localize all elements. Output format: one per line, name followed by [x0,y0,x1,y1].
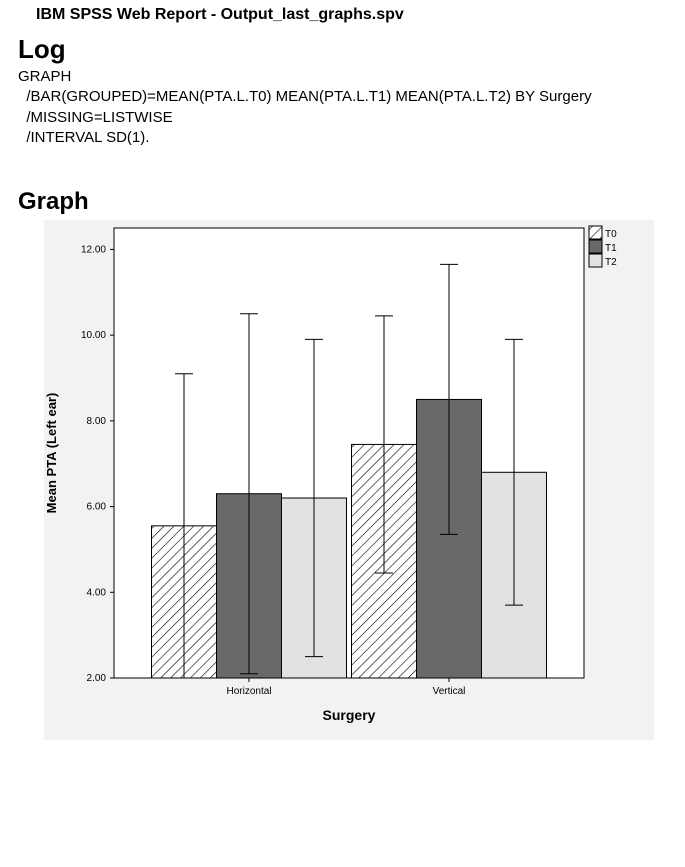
svg-text:2.00: 2.00 [87,673,107,684]
svg-text:T0: T0 [605,229,617,240]
svg-text:4.00: 4.00 [87,587,107,598]
svg-text:T2: T2 [605,257,617,268]
svg-text:Vertical: Vertical [433,686,466,697]
svg-text:T1: T1 [605,243,617,254]
svg-text:Mean PTA (Left ear): Mean PTA (Left ear) [44,393,59,514]
svg-text:12.00: 12.00 [81,244,106,255]
log-heading: Log [18,34,675,65]
svg-text:Surgery: Surgery [323,707,376,723]
svg-text:Horizontal: Horizontal [226,686,271,697]
report-title: IBM SPSS Web Report - Output_last_graphs… [18,4,675,24]
page-root: IBM SPSS Web Report - Output_last_graphs… [0,0,685,760]
log-syntax-text: GRAPH /BAR(GROUPED)=MEAN(PTA.L.T0) MEAN(… [18,67,675,148]
svg-text:6.00: 6.00 [87,502,107,513]
chart-container: 2.00 4.00 6.00 8.00 10.00 12.00 Mean PTA (Left… [44,220,675,740]
graph-heading: Graph [18,188,675,216]
svg-text:8.00: 8.00 [87,416,107,427]
bar-chart: 2.00 4.00 6.00 8.00 10.00 12.00 Mean PTA (Left… [44,220,654,740]
svg-text:10.00: 10.00 [81,330,106,341]
